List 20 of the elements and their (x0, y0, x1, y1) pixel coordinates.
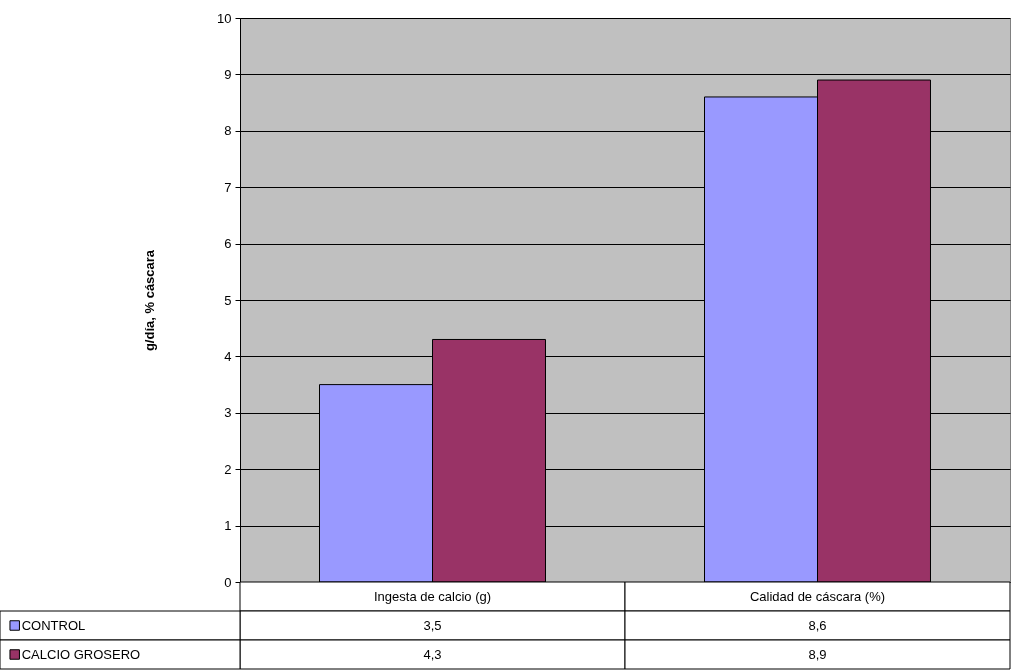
y-tick-label: 5 (224, 292, 232, 308)
legend-label: CONTROL (21, 617, 86, 633)
y-tick-label: 1 (224, 518, 232, 534)
y-axis-title: g/día, % cáscara (142, 249, 158, 352)
x-tick-label: Calidad de cáscara (%) (749, 588, 886, 604)
y-tick-label: 4 (224, 348, 232, 364)
legend-label: CALCIO GROSERO (21, 646, 141, 662)
data-label: 3,5 (423, 617, 442, 633)
data-label: 8,6 (808, 617, 827, 633)
y-tick-label: 9 (224, 66, 232, 82)
data-label: 8,9 (808, 646, 827, 662)
y-tick-label: 7 (224, 179, 232, 195)
data-label: 4,3 (423, 646, 442, 662)
y-tick-label: 10 (217, 10, 232, 26)
y-tick-label: 6 (224, 236, 232, 252)
x-tick-label: Ingesta de calcio (g) (373, 588, 492, 604)
y-tick-label: 0 (224, 574, 232, 590)
y-tick-label: 8 (224, 123, 232, 139)
y-tick-label: 3 (224, 405, 232, 421)
y-tick-label: 2 (224, 461, 232, 477)
